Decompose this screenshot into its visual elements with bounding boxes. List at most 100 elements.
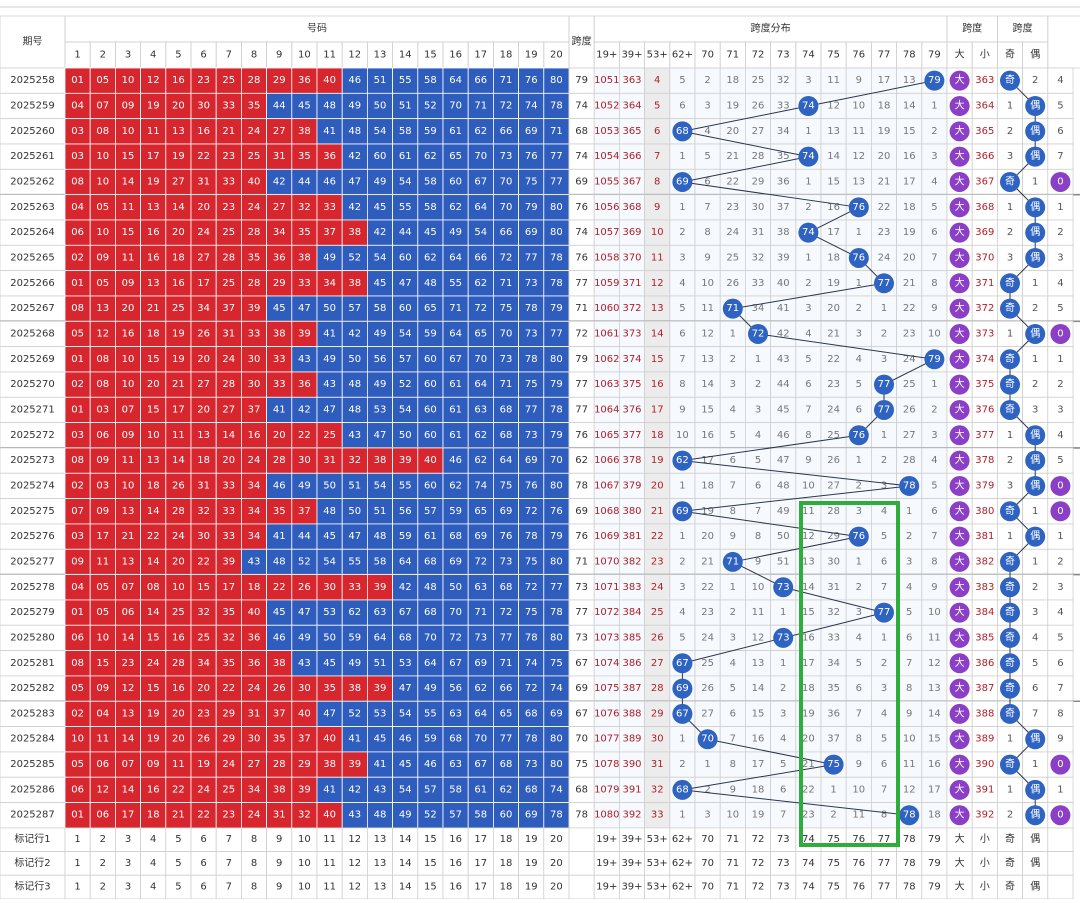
number: 25 <box>222 784 235 795</box>
footer-cell: 13 <box>374 882 387 893</box>
dist-value: 3 <box>881 480 887 491</box>
number: 69 <box>525 810 538 821</box>
number: 11 <box>122 252 135 263</box>
dist-value: 21 <box>903 278 916 289</box>
footer-cell: 7 <box>226 834 232 845</box>
cell <box>1022 270 1049 297</box>
footer-cell: 16 <box>449 858 462 869</box>
number: 43 <box>348 430 361 441</box>
extra-count: 4 <box>1057 278 1063 289</box>
cell <box>896 396 923 424</box>
header-col: 18 <box>500 50 513 61</box>
dist-value: 32 <box>827 607 840 618</box>
dist-value: 1 <box>856 556 862 567</box>
dist-value: 16 <box>827 202 840 213</box>
number: 71 <box>550 126 563 137</box>
cell <box>215 168 242 196</box>
number: 64 <box>399 556 412 567</box>
number: 47 <box>323 708 336 719</box>
span: 73 <box>575 632 588 643</box>
dist-value: 33 <box>651 810 664 821</box>
number: 48 <box>424 278 437 289</box>
number: 14 <box>147 556 160 567</box>
number: 48 <box>348 126 361 137</box>
number: 12 <box>147 75 160 86</box>
number: 27 <box>273 126 286 137</box>
number: 40 <box>323 75 336 86</box>
period: 2025273 <box>10 455 55 466</box>
number: 63 <box>374 607 387 618</box>
number: 73 <box>525 430 538 441</box>
cell <box>1022 371 1049 398</box>
span: 74 <box>575 100 588 111</box>
dist-value: 3 <box>856 328 862 339</box>
cell <box>392 168 419 196</box>
number: 53 <box>323 607 336 618</box>
dist-value: 13 <box>928 683 941 694</box>
number: 48 <box>323 100 336 111</box>
dist-value: 3 <box>906 556 912 567</box>
dist-value: 1071 <box>594 582 619 593</box>
extra-count: 3 <box>1057 252 1063 263</box>
number: 21 <box>172 379 185 390</box>
dist-value: 1 <box>679 202 685 213</box>
footer-cell: 1 <box>74 858 80 869</box>
cell <box>316 219 343 246</box>
footer-cell: 77 <box>878 882 891 893</box>
span: 76 <box>575 252 588 263</box>
dist-value: 24 <box>827 404 840 415</box>
number: 32 <box>197 607 210 618</box>
parity-count: 2 <box>1007 810 1013 821</box>
dist-value: 4 <box>805 328 811 339</box>
dist-value: 385 <box>622 632 641 643</box>
number: 32 <box>298 202 311 213</box>
cell <box>442 168 469 196</box>
dist-value: 4 <box>704 126 710 137</box>
number: 37 <box>248 404 261 415</box>
dist-value: 24 <box>878 252 891 263</box>
cell <box>392 396 419 424</box>
dist-value: 26 <box>827 455 840 466</box>
number: 10 <box>147 430 160 441</box>
cell <box>417 270 444 297</box>
size-count: 370 <box>975 252 994 263</box>
number: 16 <box>197 126 210 137</box>
number: 71 <box>449 303 462 314</box>
number: 30 <box>248 379 261 390</box>
dist-value: 370 <box>622 252 641 263</box>
number: 10 <box>96 176 109 187</box>
number: 19 <box>147 100 160 111</box>
number: 45 <box>424 227 437 238</box>
number: 72 <box>500 607 513 618</box>
cell <box>417 244 444 272</box>
number: 55 <box>424 708 437 719</box>
size-count: 371 <box>975 278 994 289</box>
cell <box>543 371 570 398</box>
dist-value: 22 <box>651 531 664 542</box>
parity-count: 3 <box>1007 252 1013 263</box>
size-hit: 大 <box>955 453 965 466</box>
number: 37 <box>298 506 311 517</box>
cell <box>266 219 293 246</box>
number: 31 <box>222 328 235 339</box>
number: 19 <box>147 176 160 187</box>
number: 25 <box>172 303 185 314</box>
span: 70 <box>575 734 588 745</box>
number: 21 <box>172 810 185 821</box>
parity-count: 3 <box>1007 480 1013 491</box>
cell <box>366 270 393 297</box>
number: 76 <box>525 480 538 491</box>
period: 2025269 <box>10 354 55 365</box>
cell <box>619 295 646 322</box>
cell <box>871 118 898 145</box>
cell <box>770 219 797 246</box>
dist-value: 3 <box>856 607 862 618</box>
size-hit: 大 <box>955 225 965 238</box>
span: 77 <box>575 607 588 618</box>
number: 14 <box>147 506 160 517</box>
size-hit: 大 <box>955 580 965 593</box>
number: 30 <box>197 531 210 542</box>
number: 45 <box>399 759 412 770</box>
cell <box>115 92 142 120</box>
dist-value: 13 <box>827 126 840 137</box>
